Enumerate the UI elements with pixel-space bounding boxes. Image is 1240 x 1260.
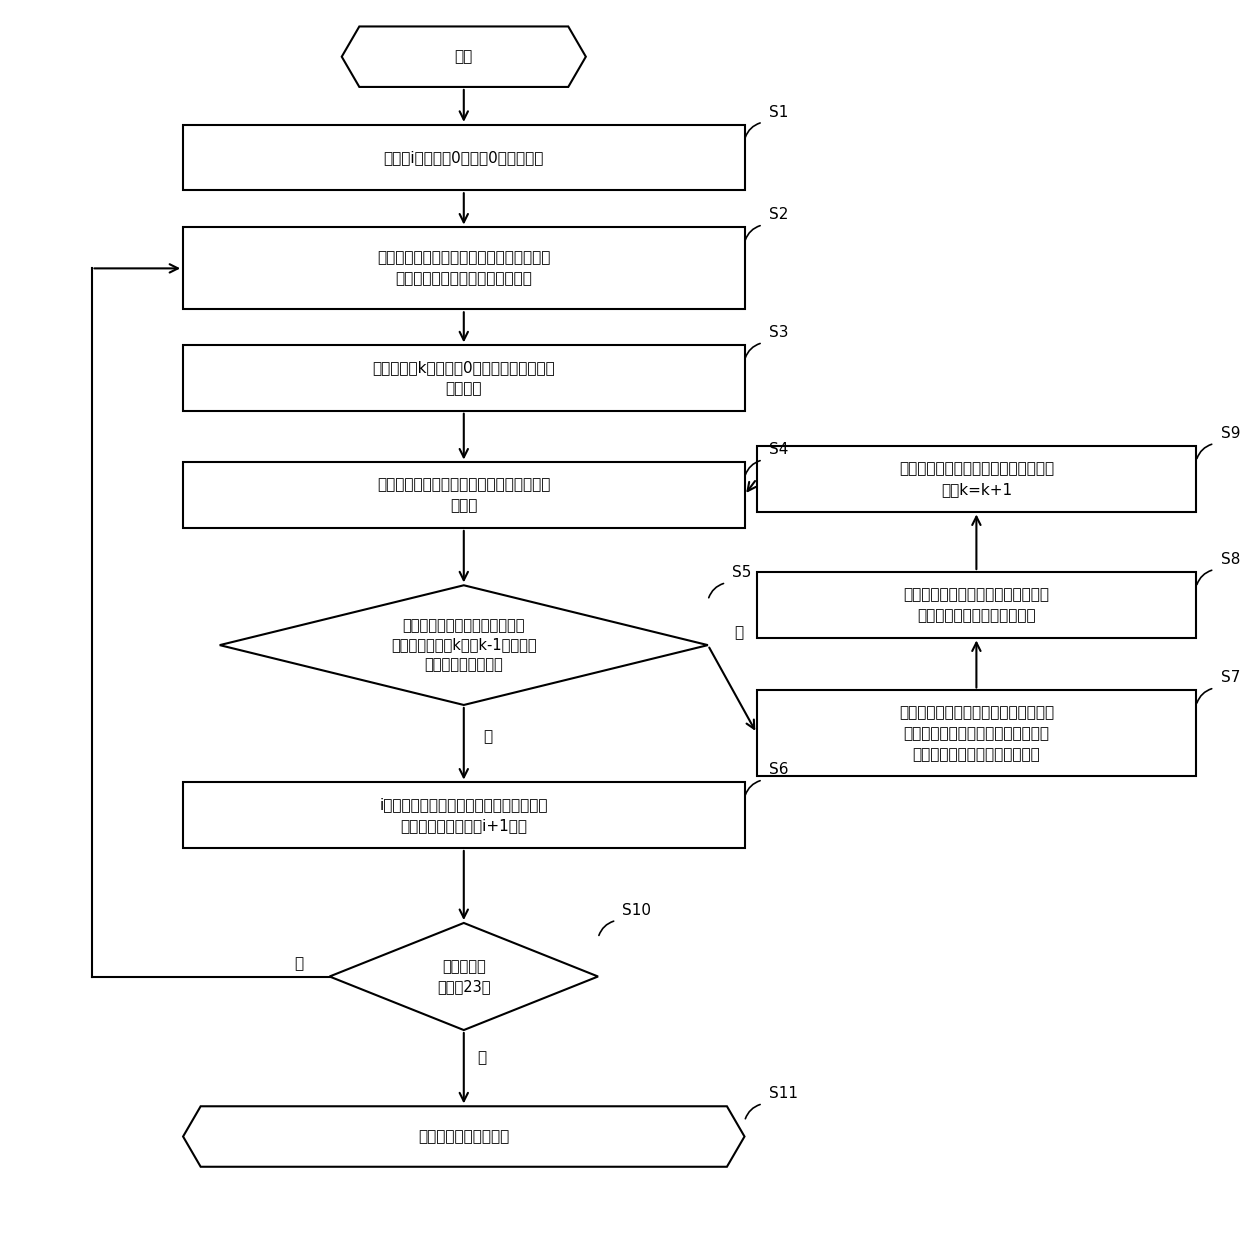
Text: 将时间i初始化为0点，以0点作为起始: 将时间i初始化为0点，以0点作为起始 bbox=[383, 150, 544, 165]
Text: 否: 否 bbox=[294, 956, 304, 971]
Text: S4: S4 bbox=[769, 442, 789, 457]
FancyBboxPatch shape bbox=[184, 227, 744, 309]
Text: S8: S8 bbox=[1220, 552, 1240, 567]
Text: S1: S1 bbox=[769, 105, 789, 120]
Polygon shape bbox=[219, 585, 708, 706]
Text: 进行交直流潮流计算，计算各节点电压和潮
流分布: 进行交直流潮流计算，计算各节点电压和潮 流分布 bbox=[377, 478, 551, 513]
Text: S5: S5 bbox=[733, 566, 751, 580]
Polygon shape bbox=[342, 26, 585, 87]
Text: S6: S6 bbox=[769, 762, 789, 777]
FancyBboxPatch shape bbox=[756, 446, 1197, 512]
Text: 输入系统基本数据、系统运行上下限约束以
及上一时刻直流线路最优送电功率: 输入系统基本数据、系统运行上下限约束以 及上一时刻直流线路最优送电功率 bbox=[377, 251, 551, 286]
FancyBboxPatch shape bbox=[184, 462, 744, 528]
Text: S7: S7 bbox=[1220, 670, 1240, 685]
Text: S10: S10 bbox=[622, 903, 651, 917]
FancyBboxPatch shape bbox=[184, 782, 744, 848]
Text: 将迭代次数k初始化为0，并设置线性化最大
步长限制: 将迭代次数k初始化为0，并设置线性化最大 步长限制 bbox=[372, 360, 556, 396]
FancyBboxPatch shape bbox=[184, 345, 744, 411]
Text: 获取网损、状态变量、断面功率和直流
线路功率对控制变量的灵敏度系数矩
阵，建立无功优化线性规划模型: 获取网损、状态变量、断面功率和直流 线路功率对控制变量的灵敏度系数矩 阵，建立无… bbox=[899, 704, 1054, 762]
Text: 否: 否 bbox=[734, 625, 743, 640]
Text: S11: S11 bbox=[769, 1086, 797, 1101]
FancyBboxPatch shape bbox=[756, 690, 1197, 776]
Text: 修正系统变量，得到新的系统运行点，
并置k=k+1: 修正系统变量，得到新的系统运行点， 并置k=k+1 bbox=[899, 461, 1054, 496]
Text: 开始: 开始 bbox=[455, 49, 472, 64]
Text: S3: S3 bbox=[769, 325, 789, 340]
FancyBboxPatch shape bbox=[184, 125, 744, 190]
Polygon shape bbox=[330, 922, 598, 1031]
Text: 判断时间是
否超过23点: 判断时间是 否超过23点 bbox=[436, 959, 491, 994]
FancyBboxPatch shape bbox=[756, 572, 1197, 638]
Text: 收敛性判断，判断系统约束条件
是否满足，且第k次与k-1次网损之
差是否小于收敛精度: 收敛性判断，判断系统约束条件 是否满足，且第k次与k-1次网损之 差是否小于收敛… bbox=[391, 617, 537, 673]
Text: 是: 是 bbox=[477, 1051, 486, 1065]
Text: 系统动态无功优化结束: 系统动态无功优化结束 bbox=[418, 1129, 510, 1144]
Text: i时段的无功优化计算结束，输出本时段优
化计算结果，并进入i+1计算: i时段的无功优化计算结束，输出本时段优 化计算结果，并进入i+1计算 bbox=[379, 798, 548, 833]
Text: S9: S9 bbox=[1220, 426, 1240, 441]
Text: S2: S2 bbox=[769, 208, 789, 222]
Text: 是: 是 bbox=[484, 730, 492, 743]
Polygon shape bbox=[184, 1106, 744, 1167]
Text: 采用内点法求解无功优化线性规划模
型，得到各控制变量的修正量: 采用内点法求解无功优化线性规划模 型，得到各控制变量的修正量 bbox=[904, 587, 1049, 622]
